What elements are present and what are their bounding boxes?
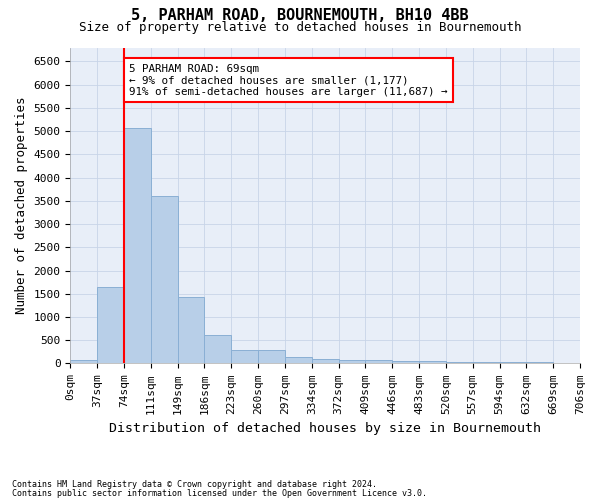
Y-axis label: Number of detached properties: Number of detached properties — [15, 96, 28, 314]
Bar — [124, 128, 151, 364]
Bar — [178, 298, 205, 364]
Bar — [285, 356, 312, 364]
Text: Contains public sector information licensed under the Open Government Licence v3: Contains public sector information licen… — [12, 488, 427, 498]
Bar — [526, 362, 553, 364]
Bar — [312, 359, 338, 364]
Bar — [97, 287, 124, 364]
Text: Size of property relative to detached houses in Bournemouth: Size of property relative to detached ho… — [79, 21, 521, 34]
Bar — [231, 350, 258, 364]
Bar — [338, 360, 365, 364]
Bar — [205, 334, 231, 364]
Bar — [553, 362, 580, 364]
Bar — [151, 196, 178, 364]
Bar — [446, 362, 473, 364]
Text: Contains HM Land Registry data © Crown copyright and database right 2024.: Contains HM Land Registry data © Crown c… — [12, 480, 377, 489]
Bar — [70, 360, 97, 364]
Bar — [473, 362, 500, 364]
Bar — [419, 362, 446, 364]
Text: 5, PARHAM ROAD, BOURNEMOUTH, BH10 4BB: 5, PARHAM ROAD, BOURNEMOUTH, BH10 4BB — [131, 8, 469, 22]
X-axis label: Distribution of detached houses by size in Bournemouth: Distribution of detached houses by size … — [109, 422, 541, 435]
Bar — [365, 360, 392, 364]
Bar — [392, 361, 419, 364]
Text: 5 PARHAM ROAD: 69sqm
← 9% of detached houses are smaller (1,177)
91% of semi-det: 5 PARHAM ROAD: 69sqm ← 9% of detached ho… — [129, 64, 448, 97]
Bar — [258, 350, 285, 364]
Bar — [500, 362, 526, 364]
